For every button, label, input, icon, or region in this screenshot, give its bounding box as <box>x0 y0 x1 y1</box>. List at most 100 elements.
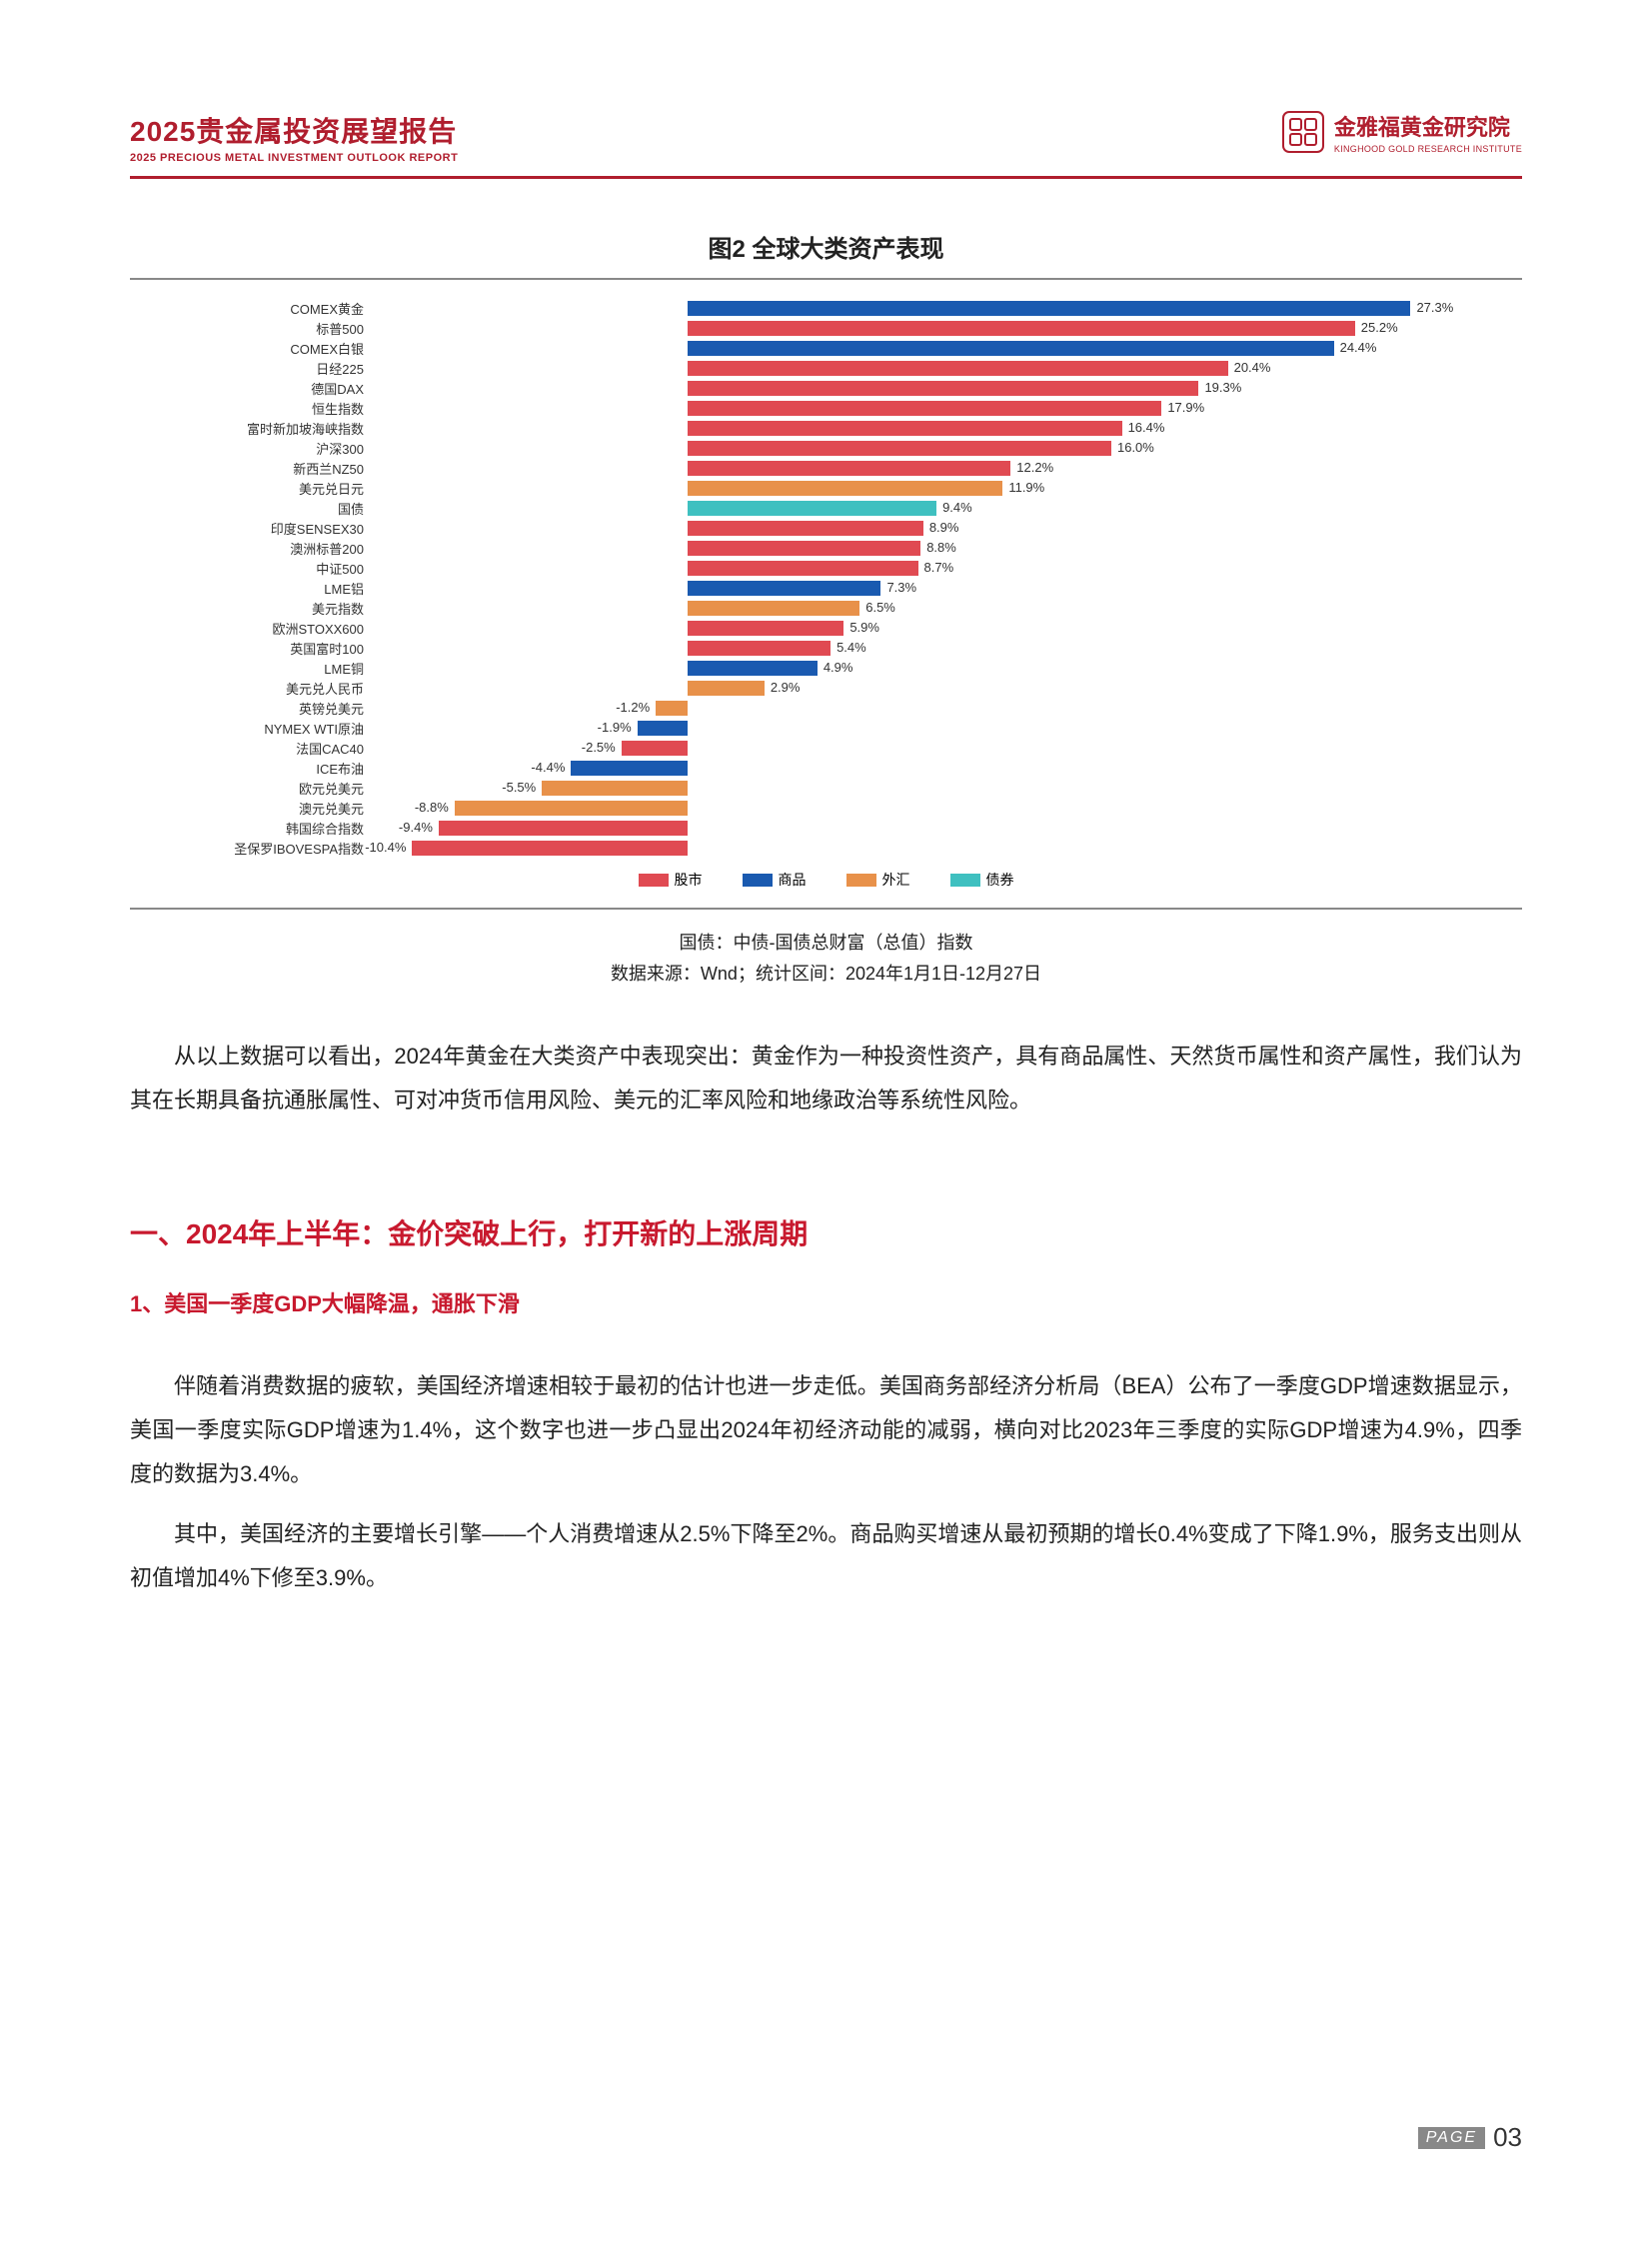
bar-value: 25.2% <box>1361 320 1398 335</box>
bar-track: 6.5% <box>370 601 1482 616</box>
bar-fill <box>688 681 765 696</box>
bar-row: 中证5008.7% <box>170 558 1482 578</box>
bar-row: COMEX白银 24.4% <box>170 338 1482 358</box>
bar-label: NYMEX WTI原油 <box>170 719 370 738</box>
report-title-cn: 2025贵金属投资展望报告 <box>130 110 458 150</box>
institute-cn: 金雅福黄金研究院 <box>1334 110 1522 142</box>
bar-label: 法国CAC40 <box>170 739 370 758</box>
footnote-line-1: 国债：中债-国债总财富（总值）指数 <box>130 928 1522 959</box>
bar-track: 8.9% <box>370 521 1482 536</box>
bar-track: -10.4% <box>370 841 1482 856</box>
bar-track: 8.8% <box>370 541 1482 556</box>
legend-label: 股市 <box>675 870 703 890</box>
bar-fill <box>688 301 1410 316</box>
bar-label: COMEX白银 <box>170 339 370 358</box>
bar-value: 20.4% <box>1234 360 1271 375</box>
chart-legend: 股市 商品 外汇 债券 <box>170 870 1482 890</box>
bar-value: -4.4% <box>531 760 565 775</box>
bar-value: 6.5% <box>865 600 895 615</box>
bar-row: 恒生指数 17.9% <box>170 398 1482 418</box>
bar-row: 标普50025.2% <box>170 318 1482 338</box>
bar-label: 欧元兑美元 <box>170 779 370 798</box>
bar-label: 日经225 <box>170 359 370 378</box>
institute-block: 金雅福黄金研究院 KINGHOOD GOLD RESEARCH INSTITUT… <box>1282 110 1522 154</box>
bar-fill <box>688 441 1111 456</box>
bar-label: 中证500 <box>170 559 370 578</box>
bar-row: 美元指数6.5% <box>170 598 1482 618</box>
bar-fill <box>688 661 818 676</box>
bar-track: 16.4% <box>370 421 1482 436</box>
bar-fill <box>638 721 688 736</box>
bar-fill <box>412 841 688 856</box>
bar-value: 16.4% <box>1128 420 1165 435</box>
bar-fill <box>455 801 688 816</box>
bar-value: 5.4% <box>836 640 866 655</box>
chart-area: COMEX黄金27.3%标普50025.2%COMEX白银 24.4% 日经225 2… <box>170 298 1482 890</box>
institute-logo-icon <box>1282 111 1324 153</box>
bar-value: 4.9% <box>824 660 853 675</box>
bar-row: 沪深30016.0% <box>170 438 1482 458</box>
bar-row: 新西兰NZ5012.2% <box>170 458 1482 478</box>
bar-value: 8.9% <box>929 520 959 535</box>
bar-track: 11.9% <box>370 481 1482 496</box>
legend-label: 商品 <box>779 870 807 890</box>
bar-fill <box>688 521 923 536</box>
legend-swatch <box>950 874 980 887</box>
bar-track: 5.4% <box>370 641 1482 656</box>
legend-item: 商品 <box>743 870 807 890</box>
bar-track: -1.9% <box>370 721 1482 736</box>
bar-fill <box>688 381 1198 396</box>
bar-value: 7.3% <box>886 580 916 595</box>
bar-label: 恒生指数 <box>170 399 370 418</box>
bar-fill <box>688 621 843 636</box>
page-number: 03 <box>1493 2122 1522 2153</box>
bar-row: 韩国综合指数-9.4% <box>170 818 1482 838</box>
bar-track: 27.3% <box>370 301 1482 316</box>
bar-fill <box>656 701 688 716</box>
legend-label: 外汇 <box>882 870 910 890</box>
institute-text: 金雅福黄金研究院 KINGHOOD GOLD RESEARCH INSTITUT… <box>1334 110 1522 154</box>
page-label: PAGE <box>1418 2127 1485 2149</box>
legend-swatch <box>743 874 773 887</box>
bar-fill <box>688 401 1161 416</box>
bar-track: -5.5% <box>370 781 1482 796</box>
bar-fill <box>688 541 920 556</box>
bar-value: 8.8% <box>926 540 956 555</box>
bar-fill <box>542 781 688 796</box>
bar-track: 8.7% <box>370 561 1482 576</box>
legend-label: 债券 <box>986 870 1014 890</box>
bar-label: LME铜 <box>170 659 370 678</box>
page-footer: PAGE 03 <box>1418 2122 1522 2153</box>
bar-label: 印度SENSEX30 <box>170 519 370 538</box>
bar-label: ICE布油 <box>170 759 370 778</box>
chart-bars: COMEX黄金27.3%标普50025.2%COMEX白银 24.4% 日经225 2… <box>170 298 1482 858</box>
bar-row: 圣保罗IBOVESPA指数-10.4% <box>170 838 1482 858</box>
bar-row: 法国CAC40-2.5% <box>170 738 1482 758</box>
bar-value: 19.3% <box>1204 380 1241 395</box>
bar-track: 4.9% <box>370 661 1482 676</box>
bar-value: -5.5% <box>502 780 536 795</box>
bar-track: 17.9% <box>370 401 1482 416</box>
bar-track: 2.9% <box>370 681 1482 696</box>
section1-p1: 伴随着消费数据的疲软，美国经济增速相较于最初的估计也进一步走低。美国商务部经济分… <box>130 1364 1522 1496</box>
bar-fill <box>688 501 936 516</box>
footnote-line-2: 数据来源：Wnd；统计区间：2024年1月1日-12月27日 <box>130 959 1522 990</box>
bar-label: 欧洲STOXX600 <box>170 619 370 638</box>
report-title-block: 2025贵金属投资展望报告 2025 PRECIOUS METAL INVEST… <box>130 110 458 164</box>
bar-row: 欧洲STOXX6005.9% <box>170 618 1482 638</box>
bar-row: 国债9.4% <box>170 498 1482 518</box>
bar-value: 11.9% <box>1008 480 1044 495</box>
chart-container: COMEX黄金27.3%标普50025.2%COMEX白银 24.4% 日经225 2… <box>130 278 1522 910</box>
bar-row: ICE布油 -4.4% <box>170 758 1482 778</box>
bar-track: -4.4% <box>370 761 1482 776</box>
bar-value: 24.4% <box>1340 340 1377 355</box>
bar-row: 富时新加坡海峡指数16.4% <box>170 418 1482 438</box>
bar-value: 17.9% <box>1167 400 1204 415</box>
report-title-en: 2025 PRECIOUS METAL INVESTMENT OUTLOOK R… <box>130 152 458 164</box>
bar-label: 英镑兑美元 <box>170 699 370 718</box>
bar-row: COMEX黄金27.3% <box>170 298 1482 318</box>
bar-label: 圣保罗IBOVESPA指数 <box>170 839 370 858</box>
bar-row: NYMEX WTI原油-1.9% <box>170 718 1482 738</box>
bar-track: 12.2% <box>370 461 1482 476</box>
bar-track: 20.4% <box>370 361 1482 376</box>
